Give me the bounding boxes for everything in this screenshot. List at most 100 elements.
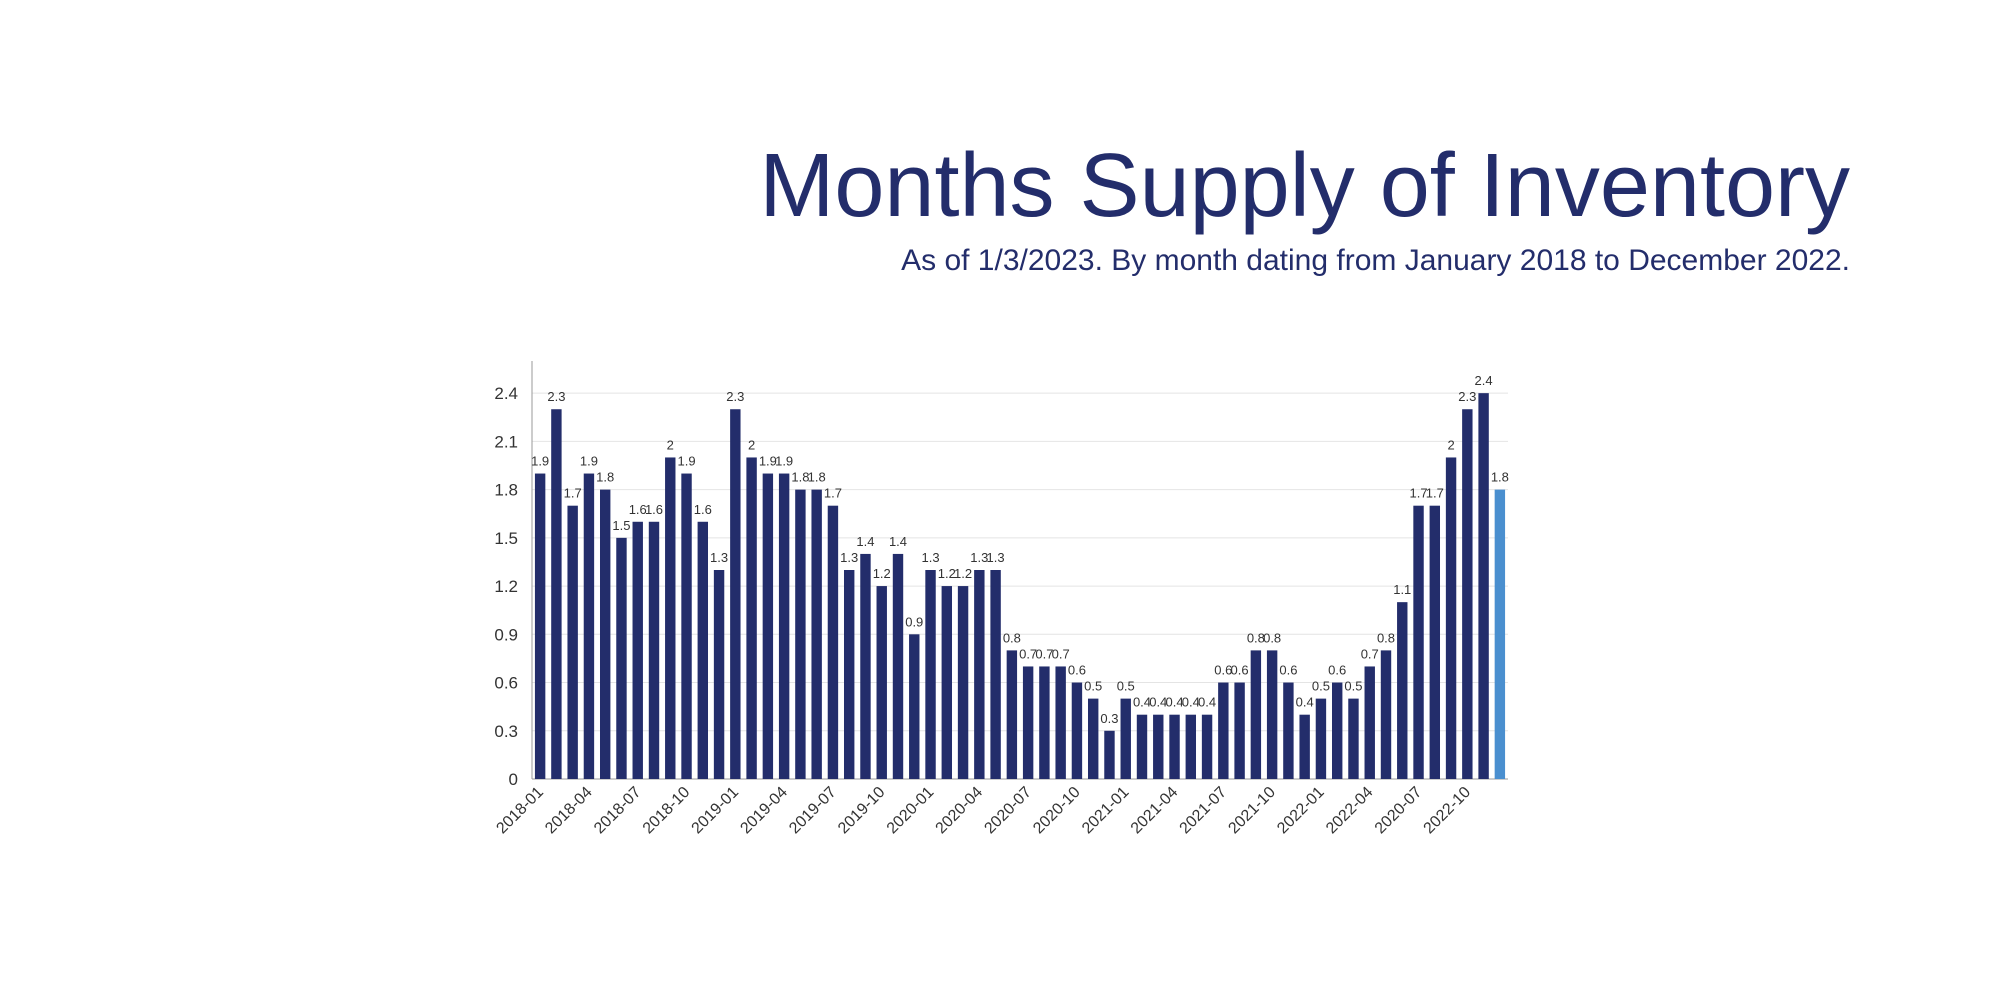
bar bbox=[1153, 714, 1164, 779]
data-label: 0.8 bbox=[1003, 630, 1021, 645]
bar bbox=[860, 553, 871, 779]
data-label: 0.5 bbox=[1084, 679, 1102, 694]
data-label: 0.6 bbox=[1328, 663, 1346, 678]
data-label: 0.6 bbox=[1231, 663, 1249, 678]
bar bbox=[1250, 650, 1262, 779]
data-label: 0.5 bbox=[1117, 679, 1135, 694]
bar bbox=[632, 521, 643, 779]
bar bbox=[1234, 682, 1245, 779]
bar bbox=[1087, 698, 1099, 779]
bar bbox=[909, 634, 920, 779]
bar bbox=[1022, 666, 1034, 779]
data-label: 2.4 bbox=[1475, 373, 1493, 388]
bar bbox=[1201, 714, 1213, 779]
y-tick-label: 1.5 bbox=[494, 529, 518, 548]
y-tick-label: 0.3 bbox=[494, 722, 518, 741]
data-label: 1.6 bbox=[645, 502, 663, 517]
bar bbox=[1136, 714, 1148, 779]
data-label: 1.6 bbox=[629, 502, 647, 517]
data-label: 1.4 bbox=[889, 534, 907, 549]
bar bbox=[1413, 505, 1424, 779]
bar bbox=[957, 586, 969, 779]
data-label: 1.7 bbox=[564, 486, 582, 501]
x-tick-label: 2019-01 bbox=[689, 784, 743, 838]
data-label: 1.2 bbox=[954, 566, 972, 581]
bar bbox=[746, 457, 757, 779]
bar bbox=[827, 505, 839, 779]
data-label: 2 bbox=[1447, 437, 1454, 452]
bar bbox=[892, 553, 904, 779]
x-tick-label: 2020-10 bbox=[1030, 784, 1084, 838]
chart-title: Months Supply of Inventory bbox=[759, 136, 1850, 236]
data-label: 0.4 bbox=[1133, 695, 1151, 710]
data-label: 1.8 bbox=[791, 470, 809, 485]
bar bbox=[1039, 666, 1050, 779]
data-label: 0.7 bbox=[1019, 646, 1037, 661]
y-tick-label: 2.1 bbox=[494, 432, 518, 451]
x-tick-label: 2022-04 bbox=[1323, 784, 1377, 838]
data-label: 0.6 bbox=[1214, 663, 1232, 678]
data-label: 0.5 bbox=[1344, 679, 1362, 694]
data-label: 0.4 bbox=[1182, 695, 1200, 710]
data-label: 0.6 bbox=[1279, 663, 1297, 678]
data-label: 1.8 bbox=[1491, 470, 1509, 485]
data-label: 1.9 bbox=[759, 454, 777, 469]
bar bbox=[616, 537, 627, 779]
x-tick-label: 2021-04 bbox=[1128, 784, 1182, 838]
data-label: 0.8 bbox=[1247, 630, 1265, 645]
bar bbox=[583, 473, 595, 779]
x-tick-label: 2019-07 bbox=[786, 784, 840, 838]
x-tick-label: 2021-10 bbox=[1225, 784, 1279, 838]
bar bbox=[1055, 666, 1066, 779]
data-label: 1.3 bbox=[987, 550, 1005, 565]
data-label: 1.3 bbox=[710, 550, 728, 565]
bar bbox=[534, 473, 546, 779]
data-label: 1.5 bbox=[612, 518, 630, 533]
data-label: 1.3 bbox=[970, 550, 988, 565]
data-label: 1.2 bbox=[938, 566, 956, 581]
data-label: 2.3 bbox=[726, 389, 744, 404]
data-label: 1.9 bbox=[580, 454, 598, 469]
bar bbox=[925, 570, 936, 779]
data-label: 2 bbox=[748, 437, 755, 452]
data-label: 0.4 bbox=[1149, 695, 1167, 710]
data-label: 1.8 bbox=[808, 470, 826, 485]
data-label: 1.9 bbox=[775, 454, 793, 469]
bar bbox=[990, 570, 1001, 779]
bar bbox=[648, 521, 660, 779]
x-tick-label: 2022-10 bbox=[1421, 784, 1475, 838]
x-tick-label: 2019-04 bbox=[737, 784, 791, 838]
bar bbox=[1364, 666, 1375, 779]
bar bbox=[730, 409, 741, 779]
bar bbox=[1169, 714, 1180, 779]
x-tick-label: 2020-01 bbox=[884, 784, 938, 838]
y-tick-label: 0.6 bbox=[494, 674, 518, 693]
bar bbox=[551, 409, 562, 779]
bar bbox=[778, 473, 790, 779]
data-label: 2.3 bbox=[547, 389, 565, 404]
y-tick-label: 0 bbox=[509, 770, 518, 789]
bar bbox=[599, 489, 611, 779]
data-label: 1.9 bbox=[677, 454, 695, 469]
x-tick-label: 2019-10 bbox=[835, 784, 889, 838]
bar bbox=[795, 489, 806, 779]
data-label: 0.8 bbox=[1263, 630, 1281, 645]
bar bbox=[665, 457, 676, 779]
data-label: 1.7 bbox=[1409, 486, 1427, 501]
data-label: 1.6 bbox=[694, 502, 712, 517]
x-tick-label: 2020-04 bbox=[933, 784, 987, 838]
x-tick-label: 2018-01 bbox=[493, 784, 547, 838]
bar bbox=[941, 586, 953, 779]
bar bbox=[1462, 409, 1473, 779]
bar bbox=[1397, 602, 1408, 779]
bar bbox=[1006, 650, 1018, 779]
bar bbox=[876, 586, 887, 779]
bar bbox=[1348, 698, 1359, 779]
data-label: 0.9 bbox=[905, 614, 923, 629]
data-label: 0.6 bbox=[1068, 663, 1086, 678]
bar bbox=[1299, 714, 1310, 779]
data-label: 1.2 bbox=[873, 566, 891, 581]
bar bbox=[811, 489, 822, 779]
bar bbox=[762, 473, 774, 779]
